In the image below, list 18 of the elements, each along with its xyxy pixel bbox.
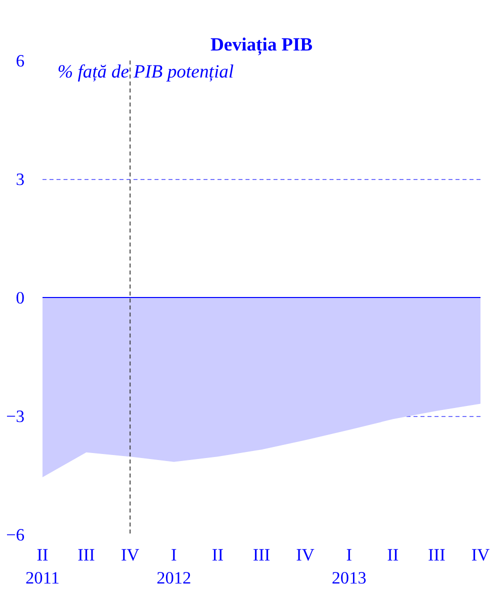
x-tick-label: IV bbox=[120, 546, 140, 564]
x-tick-label: III bbox=[252, 546, 270, 564]
y-tick-label: 6 bbox=[16, 52, 25, 70]
x-tick-label: I 2013 bbox=[332, 546, 366, 588]
x-tick-label: II bbox=[212, 546, 224, 564]
y-tick-label: −6 bbox=[6, 526, 25, 544]
x-tick-label: II bbox=[387, 546, 399, 564]
x-tick-label: IV bbox=[296, 546, 315, 564]
chart-title: Deviația PIB bbox=[210, 34, 313, 56]
x-tick-label: II 2011 bbox=[25, 546, 60, 588]
y-tick-label: 0 bbox=[16, 288, 25, 308]
x-tick-label: I 2012 bbox=[156, 546, 192, 588]
y-tick-label: −3 bbox=[6, 407, 24, 426]
y-tick-label: 3 bbox=[16, 170, 25, 189]
x-tick-label: IV bbox=[471, 546, 490, 564]
x-tick-label: III bbox=[428, 546, 446, 564]
x-tick-label: III bbox=[78, 546, 96, 564]
y-axis-title: % față de PIB potențial bbox=[58, 62, 234, 82]
